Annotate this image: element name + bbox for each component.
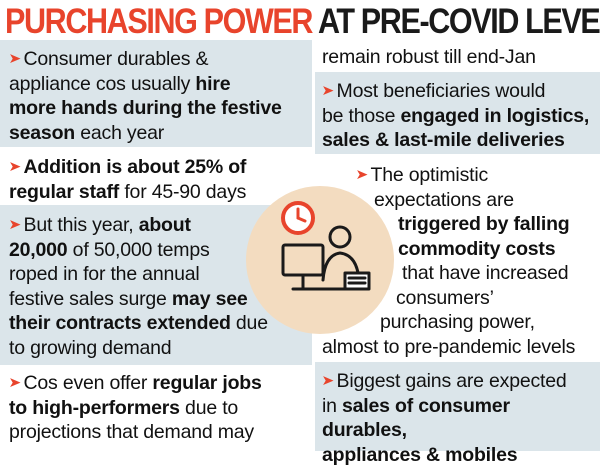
- right-paragraph-1: remain robust till end-Jan: [322, 46, 536, 68]
- worker-at-computer-icon: [246, 186, 394, 334]
- arrow-icon: ➤: [8, 216, 22, 232]
- left-paragraph-2: ➤ Addition is about 25% of regular staff …: [8, 156, 247, 203]
- arrow-icon: ➤: [8, 158, 22, 174]
- page-title: PURCHASING POWER AT PRE-COVID LEVEL: [5, 1, 600, 41]
- arrow-icon: ➤: [8, 50, 22, 66]
- left-paragraph-1: ➤ Consumer durables & appliance cos usual…: [8, 48, 282, 144]
- arrow-icon: ➤: [321, 82, 335, 98]
- right-paragraph-3: ➤ The optimistic expectations are trigger…: [322, 164, 576, 358]
- arrow-icon: ➤: [321, 372, 335, 388]
- arrow-icon: ➤: [8, 374, 22, 390]
- title-highlight: PURCHASING POWER: [5, 1, 313, 41]
- right-panel-2: [315, 72, 600, 154]
- right-paragraph-2: ➤ Most beneficiaries would be those engag…: [321, 80, 590, 151]
- clock-icon: [281, 201, 315, 235]
- left-paragraph-3: ➤ But this year, about 20,000 of 50,000 t…: [8, 214, 268, 359]
- right-panel-4: [315, 362, 600, 451]
- right-paragraph-4: ➤ Biggest gains are expected in sales of …: [321, 370, 567, 466]
- title-rest: AT PRE-COVID LEVEL: [318, 1, 600, 41]
- left-paragraph-4: ➤ Cos even offer regular jobs to high-per…: [8, 372, 262, 443]
- arrow-icon: ➤: [355, 166, 369, 182]
- left-panel-1: [0, 40, 312, 147]
- worker-figure: [281, 225, 371, 291]
